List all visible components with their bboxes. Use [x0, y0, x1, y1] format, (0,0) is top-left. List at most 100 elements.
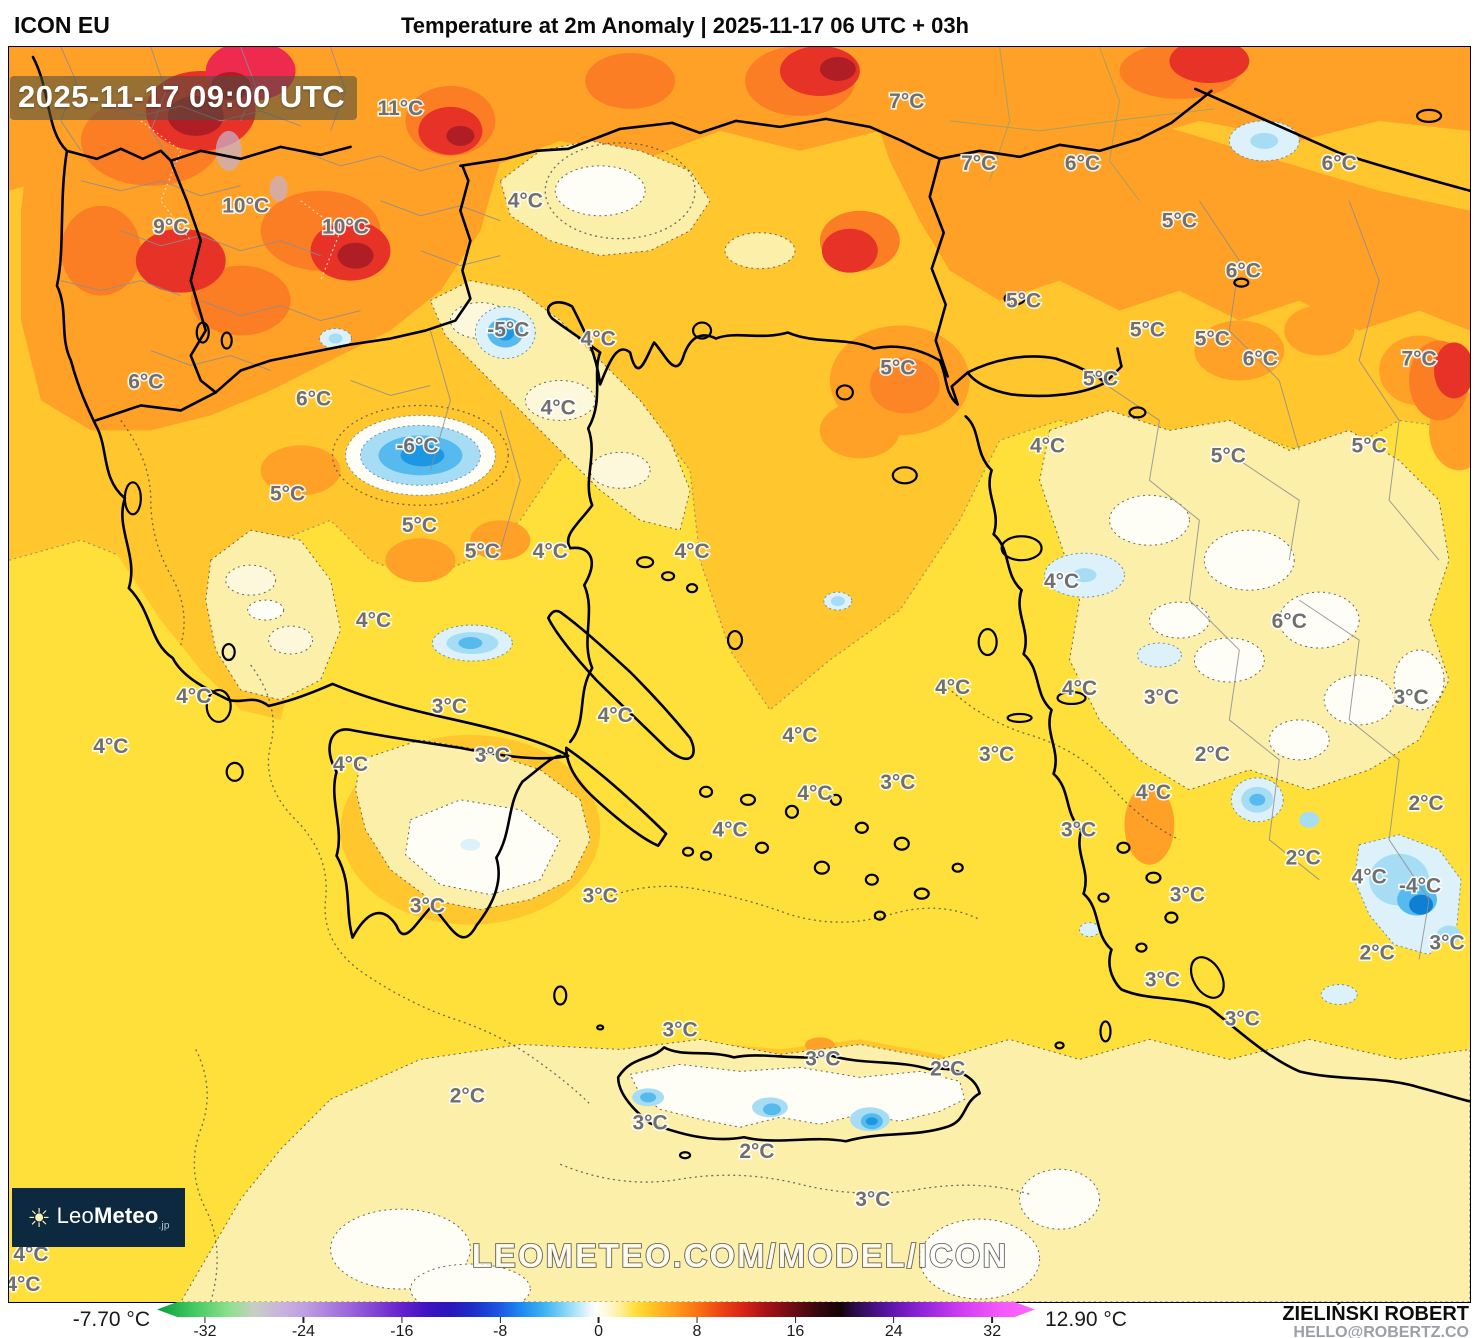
temp-label: 3°C: [410, 895, 445, 918]
temp-label: 4°C: [712, 819, 747, 842]
temp-label: 4°C: [176, 685, 211, 708]
temp-label: 5°C: [402, 514, 437, 537]
colorbar: [157, 1302, 1035, 1317]
temp-label: 5°C: [1352, 434, 1387, 457]
temp-label: 3°C: [475, 744, 510, 767]
watermark: LEOMETEO.COM/MODEL/ICON: [472, 1237, 1008, 1274]
temp-label: 5°C: [1083, 367, 1118, 390]
colorbar-min-label: -7.70 °C: [72, 1308, 150, 1331]
temp-label: 4°C: [598, 704, 633, 727]
temp-label: 7°C: [1401, 347, 1436, 370]
temp-label: 5°C: [1211, 444, 1246, 467]
temp-label: 4°C: [533, 540, 568, 563]
sun-icon: ☀: [27, 1202, 51, 1233]
temp-label: 6°C: [1226, 260, 1261, 283]
temp-label: 4°C: [674, 540, 709, 563]
temp-label: 2°C: [1360, 942, 1395, 965]
temp-label: 5°C: [1195, 328, 1230, 351]
temp-label: 6°C: [1322, 152, 1357, 175]
temp-label: 3°C: [633, 1111, 668, 1134]
temp-label: 4°C: [797, 782, 832, 805]
colorbar-tick: -32: [193, 1317, 217, 1338]
temp-label: 4°C: [782, 724, 817, 747]
temp-label: 2°C: [739, 1140, 774, 1163]
colorbar-max-label: 12.90 °C: [1045, 1308, 1127, 1331]
temp-label: 7°C: [889, 90, 924, 113]
model-name: ICON EU: [14, 12, 110, 38]
temp-label: 3°C: [855, 1188, 890, 1211]
temp-label: 5°C: [270, 482, 305, 505]
colorbar-tick: 24: [885, 1317, 903, 1338]
temp-label: 6°C: [1272, 610, 1307, 633]
temp-label: 3°C: [1144, 686, 1179, 709]
temp-label: 4°C: [93, 735, 128, 758]
temp-label: 11°C: [378, 97, 424, 120]
temp-label: 2°C: [450, 1084, 485, 1107]
temp-label: 4°C: [1352, 866, 1387, 889]
temp-label: 6°C: [1243, 347, 1278, 370]
temp-label: 2°C: [1286, 847, 1321, 870]
author-contact: HELLO@ROBERTZ.CO: [1293, 1324, 1469, 1338]
timestamp-overlay: 2025-11-17 09:00 UTC: [10, 76, 358, 120]
temp-label: 3°C: [432, 695, 467, 718]
colorbar-tick: -24: [292, 1317, 315, 1338]
colorbar-tick: -8: [493, 1317, 507, 1338]
temp-label: 4°C: [1044, 570, 1079, 593]
temp-label: -6°C: [396, 434, 438, 457]
temp-label: 3°C: [1170, 884, 1205, 907]
temp-label: -5°C: [487, 319, 529, 342]
temp-label: 4°C: [356, 609, 391, 632]
field-pale: [180, 140, 1470, 1302]
temp-label: 5°C: [1130, 319, 1165, 342]
temp-label: 6°C: [128, 370, 163, 393]
temp-label: 7°C: [961, 152, 996, 175]
temp-label: 4°C: [935, 676, 970, 699]
colorbar-tick: -16: [390, 1317, 413, 1338]
temp-label: 3°C: [583, 885, 618, 908]
temp-label: 10°C: [222, 195, 269, 218]
temp-label: 4°C: [541, 396, 576, 419]
temp-label: 3°C: [880, 771, 915, 794]
temp-label: 9°C: [153, 216, 188, 239]
temp-label: 3°C: [1429, 932, 1464, 955]
temp-label: 5°C: [880, 356, 915, 379]
colorbar-tick: 0: [594, 1317, 603, 1338]
temp-label: 4°C: [1030, 434, 1065, 457]
temp-label: 4°C: [1062, 677, 1097, 700]
temp-label: 2°C: [1408, 792, 1443, 815]
contour-lines: [120, 142, 1180, 1302]
temp-label: 3°C: [805, 1047, 840, 1070]
temp-label: 3°C: [1393, 686, 1428, 709]
temp-label: 4°C: [333, 753, 368, 776]
temp-label: 2°C: [930, 1057, 965, 1080]
author-name: ZIELIŃSKI ROBERT: [1282, 1303, 1469, 1325]
temp-label: 3°C: [1061, 819, 1096, 842]
colorbar-tick: 16: [786, 1317, 804, 1338]
temp-label: 5°C: [1006, 290, 1041, 313]
colorbar-tick: 8: [693, 1317, 701, 1338]
temp-label: 6°C: [296, 387, 331, 410]
temp-label: 3°C: [662, 1018, 697, 1041]
temp-label: 2°C: [1195, 743, 1230, 766]
map-canvas: 11°C 9°C 10°C 10°C 4°C 7°C 7°C 6°C 6°C 5°C 6°C 5°C -…: [9, 47, 1470, 1302]
temp-label: 5°C: [1162, 210, 1197, 233]
temp-label: 3°C: [1225, 1007, 1260, 1030]
anomaly-map[interactable]: 11°C 9°C 10°C 10°C 4°C 7°C 7°C 6°C 6°C 5°C 6°C 5°C -…: [8, 46, 1471, 1303]
leometeo-logo: ☀ LeoMeteo.jp: [12, 1188, 185, 1247]
temp-label: 4°C: [1136, 781, 1171, 804]
islands: [123, 108, 1443, 1160]
temp-label: 5°C: [465, 540, 500, 563]
temp-label: 3°C: [979, 743, 1014, 766]
temp-label: -4°C: [1399, 875, 1441, 898]
colorbar-tick: 32: [983, 1317, 1001, 1338]
temp-label: 4°C: [9, 1273, 41, 1296]
field-blue: [319, 120, 1462, 1132]
page-title: Temperature at 2m Anomaly | 2025-11-17 0…: [400, 13, 969, 38]
temp-label: 10°C: [322, 216, 369, 239]
temp-label: 4°C: [581, 328, 616, 351]
temp-label: 4°C: [508, 190, 543, 213]
logo-brand: LeoMeteo.jp: [56, 1203, 170, 1232]
temp-label: 6°C: [1065, 152, 1100, 175]
temp-label: 3°C: [1145, 969, 1180, 992]
